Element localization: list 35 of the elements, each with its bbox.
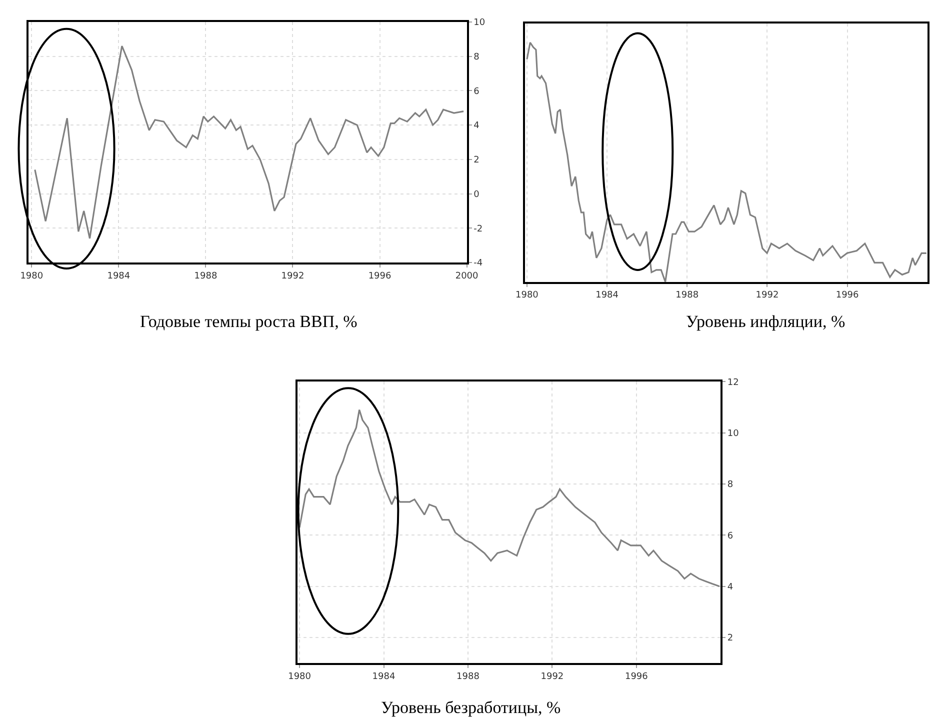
x-tick-label: 1984: [596, 290, 619, 301]
y-tick-label: 6: [474, 86, 480, 97]
y-tick-label: 10: [474, 18, 486, 28]
x-tick-label: 1996: [368, 271, 392, 282]
x-tick-label: 1996: [624, 672, 648, 682]
x-tick-label: 1984: [372, 672, 396, 682]
x-tick-label: 1988: [456, 672, 480, 682]
x-tick-label: 1984: [107, 271, 130, 282]
y-tick-label: -4: [474, 258, 483, 269]
x-tick-label: 1988: [194, 271, 218, 282]
x-tick-label: 1992: [281, 271, 304, 282]
x-tick-label: 1992: [756, 290, 779, 301]
x-tick-label: 1988: [676, 290, 699, 301]
x-tick-label: 1980: [20, 271, 44, 282]
y-tick-label: 4: [474, 121, 480, 132]
x-tick-label: 2000: [455, 271, 479, 282]
y-tick-label: -2: [474, 224, 483, 234]
x-tick-label: 1992: [540, 672, 564, 682]
y-tick-label: 4: [727, 582, 734, 593]
y-tick-label: 0: [474, 190, 480, 200]
x-tick-label: 1980: [288, 672, 312, 682]
y-tick-label: 8: [727, 480, 734, 490]
x-tick-label: 1980: [516, 290, 539, 301]
y-tick-label: 10: [727, 428, 740, 439]
y-tick-label: 12: [727, 378, 739, 388]
y-tick-label: 8: [474, 52, 480, 62]
y-tick-label: 6: [727, 531, 734, 542]
text: Годовые темпы роста ВВП, %: [140, 312, 358, 331]
y-tick-label: 2: [474, 156, 480, 166]
text: Уровень безработицы, %: [381, 698, 561, 717]
line-series: [298, 409, 720, 588]
y-tick-label: 2: [727, 634, 734, 644]
line-series: [34, 45, 464, 240]
text: Уровень инфляции, %: [686, 312, 846, 331]
x-tick-label: 1996: [836, 290, 860, 301]
